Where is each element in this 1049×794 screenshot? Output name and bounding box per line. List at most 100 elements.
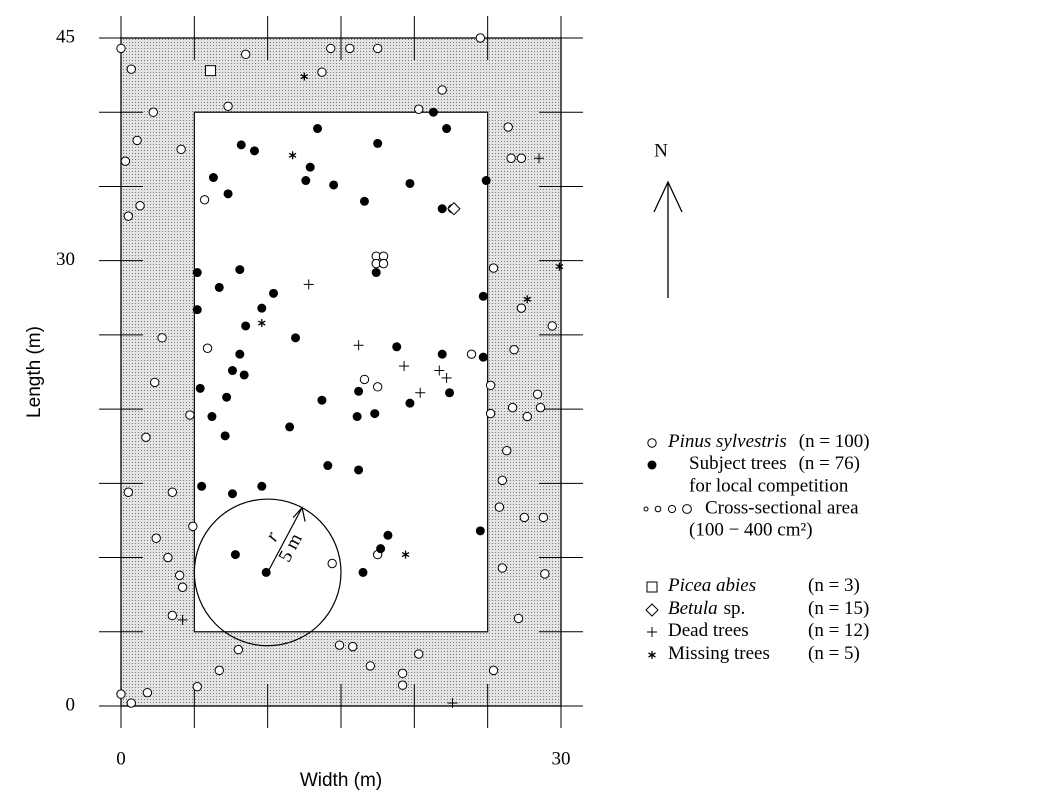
marker-shape (358, 567, 368, 577)
marker-shape (188, 521, 198, 532)
tree-marker (383, 530, 393, 540)
marker-shape (233, 644, 244, 655)
marker-shape (300, 74, 309, 80)
tree-marker (397, 668, 408, 679)
tree-marker (497, 563, 508, 573)
tree-marker (261, 567, 271, 577)
tree-marker (240, 49, 251, 60)
tree-marker (313, 124, 323, 134)
marker-shape (167, 487, 178, 497)
tree-marker (177, 614, 188, 625)
marker-shape (317, 67, 327, 77)
tree-marker (123, 211, 134, 221)
tree-marker (269, 288, 279, 298)
tree-marker (434, 365, 445, 376)
tree-marker (197, 481, 207, 491)
tree-marker (445, 388, 455, 398)
marker-shape (414, 649, 424, 659)
marker-shape (208, 173, 218, 183)
tree-marker (447, 202, 461, 216)
tree-marker (397, 680, 408, 690)
marker-shape (647, 438, 657, 448)
marker-shape (647, 460, 657, 470)
marker-shape (334, 640, 345, 650)
tree-marker (305, 162, 315, 172)
tree-marker (354, 465, 364, 475)
marker-shape (148, 107, 158, 117)
tree-marker (447, 698, 458, 709)
y-tick-label: 30 (56, 249, 75, 270)
marker-shape (192, 268, 202, 278)
tree-marker (534, 153, 544, 164)
marker-shape (207, 412, 217, 422)
marker-shape (116, 43, 126, 54)
tree-marker (478, 291, 488, 301)
tree-marker (163, 552, 173, 563)
marker-shape (236, 140, 246, 150)
marker-shape (372, 43, 383, 54)
marker-shape (506, 153, 516, 163)
marker-shape (257, 303, 267, 313)
marker-shape (359, 374, 370, 385)
y-tick-label: 0 (66, 694, 76, 715)
marker-shape (257, 481, 267, 491)
tree-marker (326, 43, 336, 54)
tree-marker (300, 72, 309, 81)
legend-marker (645, 603, 659, 617)
marker-shape (261, 567, 271, 577)
marker-shape (352, 412, 362, 422)
tree-marker (327, 558, 337, 569)
marker-shape (428, 107, 438, 117)
legend-marker (648, 651, 656, 659)
marker-shape (535, 402, 546, 413)
marker-shape (447, 202, 461, 216)
marker-shape (116, 689, 126, 699)
tree-marker (126, 698, 136, 708)
tree-marker (519, 512, 530, 523)
marker-shape (405, 398, 415, 408)
tree-marker (485, 408, 496, 419)
legend-entry: Pinus sylvestris (n = 100) (667, 431, 870, 452)
tree-marker (227, 489, 237, 499)
tree-marker (475, 526, 485, 536)
marker-shape (475, 526, 485, 536)
marker-shape (195, 383, 205, 393)
tree-marker (142, 687, 153, 698)
tree-marker (478, 352, 488, 362)
tree-marker (241, 321, 251, 331)
tree-marker (257, 481, 267, 491)
legend-name: Subject trees (689, 453, 787, 474)
tree-marker (354, 386, 364, 396)
marker-shape (648, 652, 656, 658)
tree-marker (345, 43, 355, 54)
tree-marker (239, 370, 249, 380)
marker-shape (370, 409, 380, 419)
marker-shape (167, 610, 178, 621)
tree-marker (192, 682, 202, 692)
marker-shape (126, 64, 136, 74)
marker-shape (317, 395, 327, 405)
tree-marker (227, 366, 237, 376)
marker-shape (376, 544, 386, 554)
marker-shape (401, 552, 410, 558)
marker-shape (378, 258, 389, 269)
size-legend-text: Cross-sectional area (705, 497, 859, 518)
marker-shape (223, 101, 233, 111)
marker-shape (494, 502, 505, 512)
x-tick-label: 30 (552, 748, 571, 769)
tree-marker (399, 361, 410, 372)
marker-shape (405, 178, 415, 188)
tree-marker (285, 422, 295, 432)
tree-marker (177, 582, 188, 592)
legend-entry: Picea abies (n = 3) (667, 575, 860, 596)
tree-marker (414, 104, 424, 114)
marker-shape (269, 288, 279, 298)
marker-shape (348, 641, 358, 652)
tree-marker (371, 268, 381, 278)
legend-note: for local competition (689, 475, 849, 496)
marker-shape (291, 333, 301, 343)
legend-name: Picea abies (667, 575, 756, 596)
marker-shape (235, 349, 245, 359)
tree-marker (437, 204, 447, 214)
